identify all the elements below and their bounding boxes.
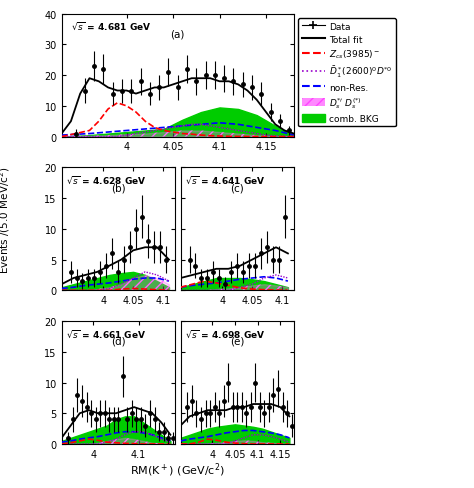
Legend: Data, Total fit, $Z_{cs}(3985)^-$, $\bar{D}_1^*(2600)^0D^{*0}$, non-Res., $D_s^{: Data, Total fit, $Z_{cs}(3985)^-$, $\bar… [299, 19, 396, 127]
Text: $\sqrt{s}$ = 4.628 GeV: $\sqrt{s}$ = 4.628 GeV [66, 174, 146, 186]
Text: (c): (c) [230, 183, 244, 193]
Text: $\sqrt{s}$ = 4.661 GeV: $\sqrt{s}$ = 4.661 GeV [66, 327, 146, 339]
Text: RM(K$^+$) (GeV/c$^2$): RM(K$^+$) (GeV/c$^2$) [130, 461, 225, 478]
Text: (d): (d) [111, 336, 126, 346]
Text: $\sqrt{s}$ = 4.681 GeV: $\sqrt{s}$ = 4.681 GeV [71, 21, 151, 32]
Text: (a): (a) [171, 29, 185, 40]
Text: $\sqrt{s}$ = 4.641 GeV: $\sqrt{s}$ = 4.641 GeV [185, 174, 265, 186]
Text: $\sqrt{s}$ = 4.698 GeV: $\sqrt{s}$ = 4.698 GeV [185, 327, 265, 339]
Text: Events /(5.0 MeV/c$^2$): Events /(5.0 MeV/c$^2$) [0, 166, 12, 273]
Text: (b): (b) [111, 183, 126, 193]
Text: (e): (e) [230, 336, 245, 346]
